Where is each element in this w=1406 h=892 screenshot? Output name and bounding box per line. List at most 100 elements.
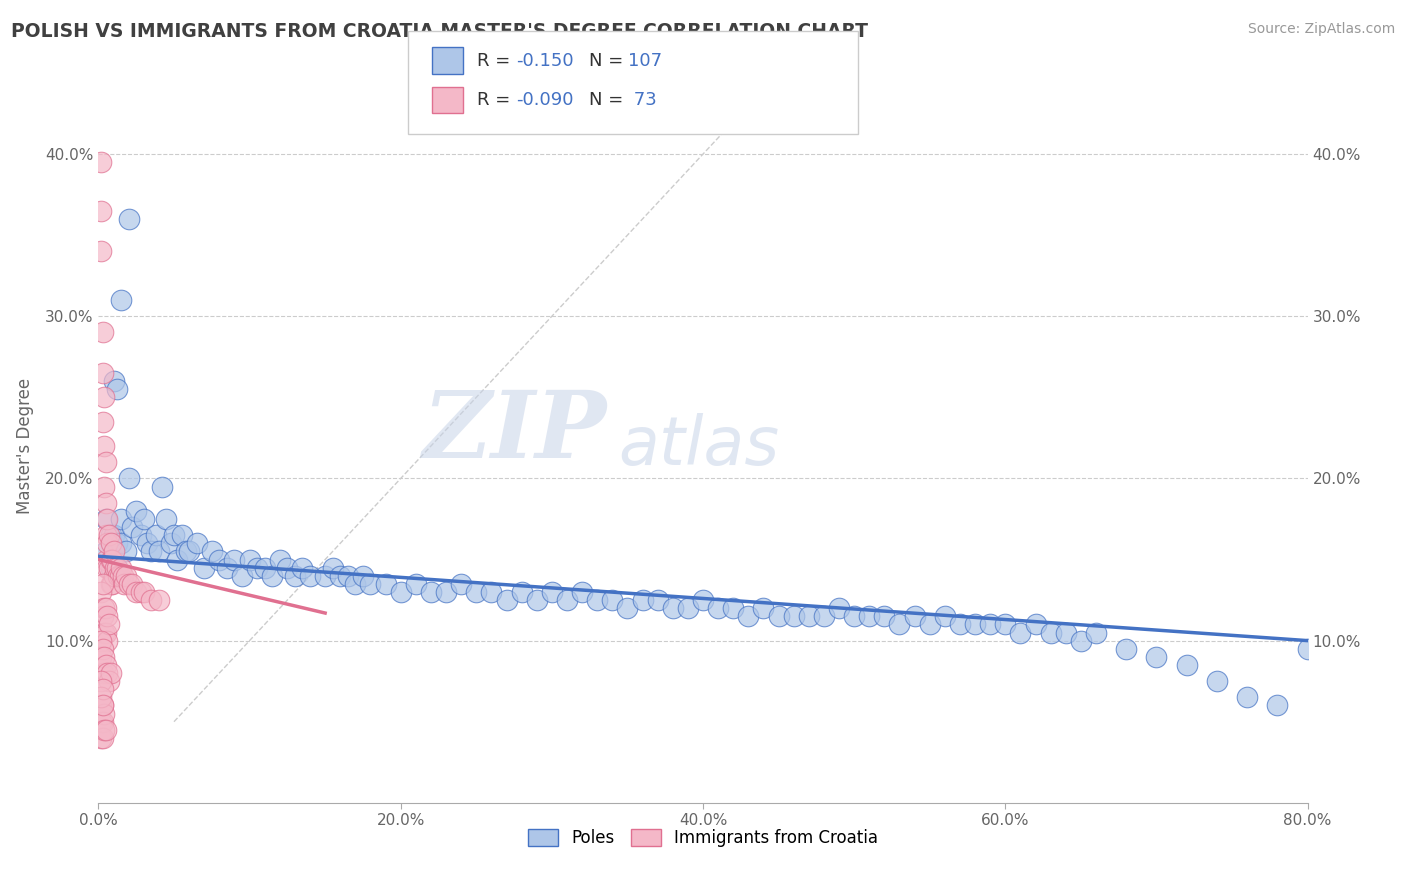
- Text: -0.090: -0.090: [516, 91, 574, 109]
- Point: [201, 544, 224, 558]
- Point: [90, 203, 112, 218]
- Point: [208, 552, 231, 566]
- Point: [121, 577, 143, 591]
- Point: [100, 536, 122, 550]
- Point: [96, 633, 118, 648]
- Point: [94, 552, 117, 566]
- Text: POLISH VS IMMIGRANTS FROM CROATIA MASTER'S DEGREE CORRELATION CHART: POLISH VS IMMIGRANTS FROM CROATIA MASTER…: [11, 22, 869, 41]
- Point: [224, 552, 246, 566]
- Point: [231, 568, 253, 582]
- Point: [91, 415, 114, 429]
- Point: [96, 536, 118, 550]
- Point: [949, 617, 972, 632]
- Point: [352, 568, 374, 582]
- Point: [91, 698, 114, 713]
- Point: [90, 674, 112, 689]
- Point: [555, 593, 578, 607]
- Point: [93, 649, 115, 664]
- Point: [100, 552, 122, 566]
- Point: [114, 544, 136, 558]
- Point: [322, 560, 344, 574]
- Point: [434, 585, 457, 599]
- Point: [934, 609, 956, 624]
- Point: [101, 552, 124, 566]
- Point: [253, 560, 276, 574]
- Point: [100, 560, 122, 574]
- Point: [98, 528, 121, 542]
- Point: [100, 577, 122, 591]
- Point: [96, 512, 118, 526]
- Point: [170, 528, 193, 542]
- Point: [103, 374, 125, 388]
- Text: N =: N =: [589, 52, 628, 70]
- Point: [91, 714, 114, 729]
- Point: [465, 585, 488, 599]
- Point: [405, 577, 427, 591]
- Point: [737, 609, 759, 624]
- Point: [215, 560, 238, 574]
- Point: [193, 560, 215, 574]
- Point: [129, 528, 152, 542]
- Point: [112, 577, 135, 591]
- Point: [586, 593, 609, 607]
- Point: [132, 585, 155, 599]
- Point: [314, 568, 336, 582]
- Point: [103, 552, 125, 566]
- Point: [101, 577, 124, 591]
- Point: [994, 617, 1017, 632]
- Point: [103, 528, 125, 542]
- Point: [262, 568, 284, 582]
- Point: [110, 536, 132, 550]
- Point: [90, 649, 112, 664]
- Point: [420, 585, 443, 599]
- Point: [723, 601, 745, 615]
- Point: [160, 536, 183, 550]
- Point: [661, 601, 683, 615]
- Point: [904, 609, 927, 624]
- Point: [93, 706, 115, 721]
- Text: R =: R =: [477, 91, 516, 109]
- Point: [1296, 641, 1319, 656]
- Point: [707, 601, 730, 615]
- Point: [94, 455, 117, 469]
- Point: [1267, 698, 1289, 713]
- Text: 73: 73: [628, 91, 657, 109]
- Point: [616, 601, 638, 615]
- Point: [93, 625, 115, 640]
- Point: [118, 471, 141, 485]
- Point: [797, 609, 820, 624]
- Point: [783, 609, 806, 624]
- Point: [91, 366, 114, 380]
- Point: [93, 479, 115, 493]
- Point: [125, 504, 148, 518]
- Point: [965, 617, 987, 632]
- Point: [93, 390, 115, 404]
- Point: [1039, 625, 1062, 640]
- Point: [129, 585, 152, 599]
- Point: [141, 593, 163, 607]
- Point: [148, 544, 170, 558]
- Point: [103, 544, 125, 558]
- Point: [90, 690, 112, 705]
- Point: [389, 585, 412, 599]
- Point: [96, 560, 118, 574]
- Point: [291, 560, 314, 574]
- Point: [132, 512, 155, 526]
- Point: [125, 585, 148, 599]
- Point: [100, 528, 122, 542]
- Point: [93, 601, 115, 615]
- Point: [276, 560, 298, 574]
- Point: [647, 593, 669, 607]
- Point: [239, 552, 262, 566]
- Text: 107: 107: [628, 52, 662, 70]
- Point: [329, 568, 352, 582]
- Point: [91, 641, 114, 656]
- Point: [269, 552, 291, 566]
- Point: [526, 593, 548, 607]
- Point: [90, 155, 112, 169]
- Point: [94, 625, 117, 640]
- Point: [692, 593, 714, 607]
- Point: [344, 577, 367, 591]
- Point: [1010, 625, 1032, 640]
- Text: atlas: atlas: [619, 413, 779, 479]
